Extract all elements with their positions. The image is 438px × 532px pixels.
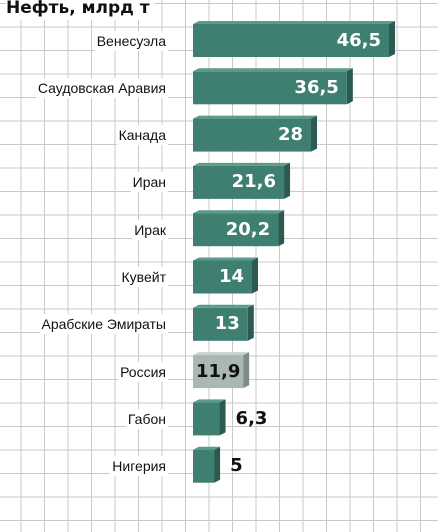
value-label: 20,2 [225, 218, 271, 240]
bar-face [193, 71, 347, 105]
category-label: Канада [116, 125, 168, 146]
category-label: Габон [125, 408, 168, 429]
bar-side [252, 257, 259, 294]
value-label: 21,6 [231, 171, 277, 193]
bar-face [193, 24, 389, 57]
bar-9 [193, 446, 221, 483]
category-label: Россия [118, 361, 168, 382]
bar-face [193, 213, 279, 247]
bar-side [278, 210, 285, 247]
bar-face [193, 402, 220, 436]
bar-side [243, 352, 250, 389]
bar-top [193, 352, 250, 356]
bar-top [193, 399, 226, 403]
bar-face [193, 118, 312, 152]
bar-face [193, 260, 253, 294]
bar-side [247, 304, 254, 341]
value-label: 14 [218, 266, 244, 287]
bar-side [346, 68, 353, 105]
bar-side [219, 399, 226, 436]
bar-face [193, 355, 244, 389]
bar-side [311, 115, 318, 152]
value-label: 11,9 [196, 360, 241, 382]
category-label: Кувейт [119, 267, 168, 287]
bar-top [193, 68, 353, 72]
bar-top [193, 446, 221, 450]
bar-face [193, 449, 215, 483]
category-label: Нигерия [110, 456, 168, 477]
value-label: 6,3 [235, 407, 268, 429]
value-label: 5 [230, 455, 243, 477]
bar-5 [193, 257, 259, 294]
value-label: 13 [214, 313, 240, 335]
bar-6 [193, 304, 254, 341]
chart-title: Нефть, млрд т [6, 0, 154, 20]
category-label: Венесуэла [94, 30, 168, 51]
value-label: 46,5 [336, 29, 381, 51]
bar-top [193, 162, 291, 166]
bar-top [193, 210, 285, 214]
bar-side [214, 446, 221, 483]
bar-8 [193, 399, 226, 436]
bar-4 [193, 210, 285, 247]
value-label: 28 [277, 124, 304, 146]
bar-2 [193, 115, 318, 152]
value-label: 36,5 [294, 76, 339, 98]
category-label: Ирак [132, 219, 168, 240]
bar-face [193, 165, 285, 199]
bar-3 [193, 162, 291, 199]
bar-1 [193, 68, 353, 105]
category-label: Арабские Эмираты [39, 314, 168, 335]
bar-top [193, 115, 318, 119]
bar-side [284, 162, 291, 199]
bar-side [389, 21, 395, 57]
category-label: Иран [130, 172, 168, 193]
bar-top [193, 21, 395, 24]
bar-top [193, 304, 254, 308]
bar-top [193, 257, 259, 261]
bar-0 [193, 21, 395, 57]
bar-7 [193, 352, 250, 389]
category-label: Саудовская Аравия [35, 77, 168, 98]
bar-face [193, 307, 248, 341]
